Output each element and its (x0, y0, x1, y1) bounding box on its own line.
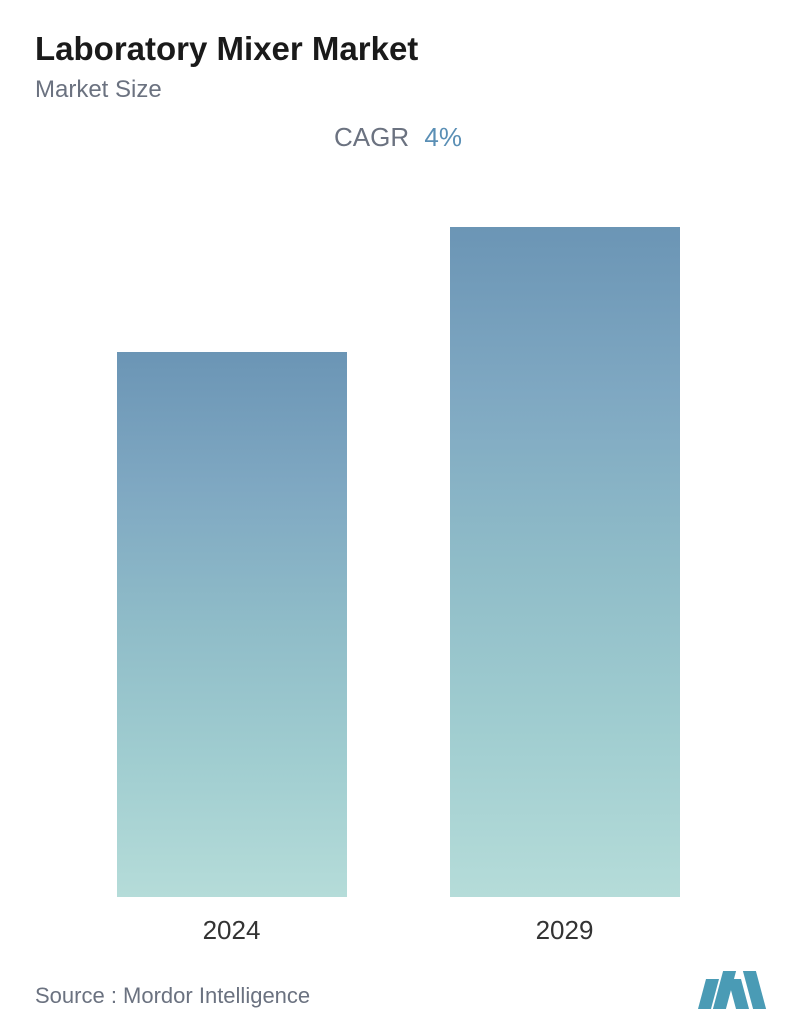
bar-chart: 2024 2029 (35, 163, 761, 946)
chart-title: Laboratory Mixer Market (35, 30, 761, 68)
source-label: Source : (35, 983, 123, 1008)
mordor-logo-icon (702, 971, 761, 1009)
footer: Source : Mordor Intelligence (35, 946, 761, 1014)
bar-group-2024: 2024 (117, 352, 347, 946)
bar-2029 (450, 227, 680, 897)
cagr-label: CAGR (334, 122, 409, 152)
chart-subtitle: Market Size (35, 76, 761, 104)
source-attribution: Source : Mordor Intelligence (35, 983, 310, 1009)
bar-label-2029: 2029 (536, 915, 594, 946)
cagr-value: 4% (424, 122, 462, 152)
bar-2024 (117, 352, 347, 897)
source-name: Mordor Intelligence (123, 983, 310, 1008)
bar-group-2029: 2029 (450, 227, 680, 946)
cagr-row: CAGR 4% (35, 122, 761, 153)
bar-label-2024: 2024 (203, 915, 261, 946)
